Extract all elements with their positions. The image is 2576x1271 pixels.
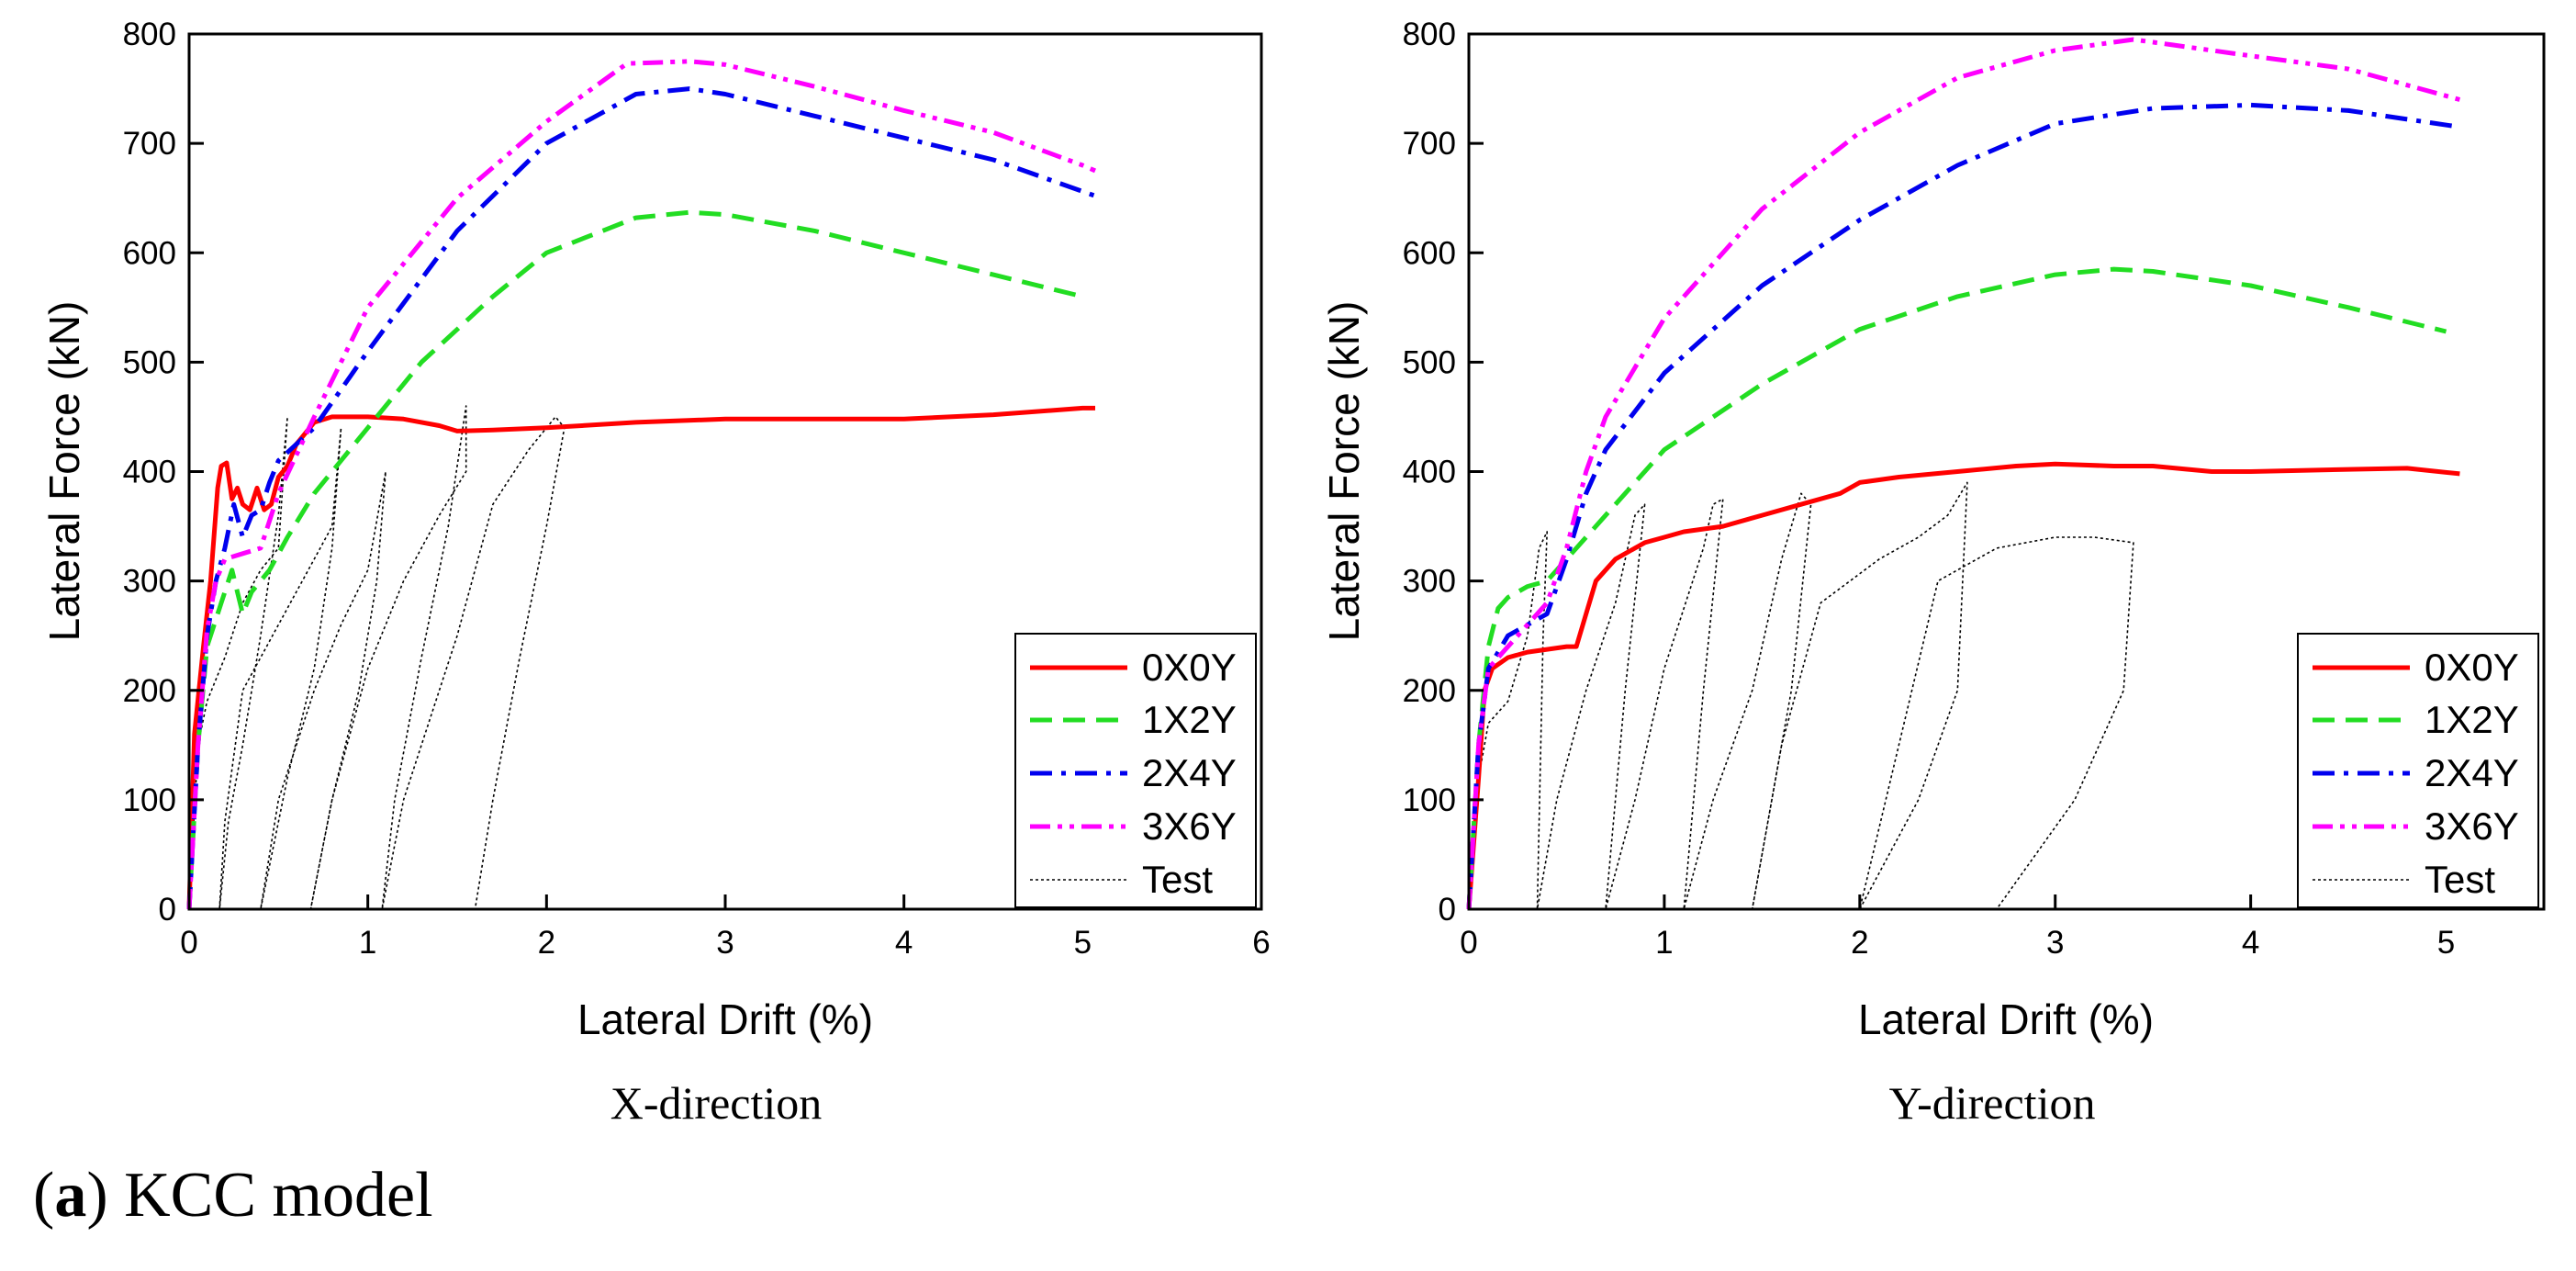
y-tick-label: 500	[123, 344, 176, 380]
x-tick-label: 4	[895, 925, 913, 961]
y-tick-label: 200	[1403, 673, 1456, 709]
y-tick-label: 0	[1439, 892, 1456, 928]
legend-label-3x6y: 3X6Y	[1142, 804, 1237, 848]
x-tick-label: 4	[2242, 925, 2259, 961]
series-line-test	[1468, 481, 2134, 910]
y-tick-label: 500	[1403, 344, 1456, 380]
y-tick-label: 200	[123, 673, 176, 709]
series-line-3x6y	[1466, 37, 2461, 910]
x-axis-title: Lateral Drift (%)	[577, 995, 873, 1043]
series-line-1x2y	[186, 209, 1083, 910]
series-line-0x0y	[1466, 461, 2460, 910]
y-tick-label: 0	[159, 892, 176, 928]
x-tick-label: 1	[1655, 925, 1673, 961]
y-tick-label: 800	[123, 17, 176, 52]
x-tick-label: 6	[1252, 925, 1270, 961]
legend-label-0x0y: 0X0Y	[1142, 646, 1237, 689]
legend: 0X0Y 1X2Y 2X4Y 3X6Y Test	[1014, 633, 1257, 908]
series-line-2x4y	[186, 86, 1096, 910]
series-line-3x6y	[186, 59, 1096, 910]
series-line-2x4y	[1466, 102, 2460, 910]
y-tick-label: 300	[123, 564, 176, 600]
x-tick-label: 3	[716, 925, 734, 961]
y-tick-label: 400	[123, 455, 176, 490]
legend-label-0x0y: 0X0Y	[2425, 646, 2519, 689]
y-tick-label: 300	[1403, 564, 1456, 600]
x-tick-label: 1	[359, 925, 376, 961]
x-tick-label: 2	[538, 925, 555, 961]
x-tick-label: 2	[1851, 925, 1868, 961]
legend-label-3x6y: 3X6Y	[2425, 804, 2519, 848]
panel-title: X-direction	[610, 1077, 822, 1129]
legend-label-1x2y: 1X2Y	[2425, 698, 2519, 741]
series-line-test	[188, 405, 566, 910]
series-line-1x2y	[1466, 266, 2447, 910]
y-tick-label: 600	[123, 235, 176, 271]
legend-label-1x2y: 1X2Y	[1142, 698, 1237, 741]
y-axis-title: Lateral Force (kN)	[1320, 301, 1368, 642]
x-tick-label: 5	[1074, 925, 1092, 961]
legend: 0X0Y 1X2Y 2X4Y 3X6Y Test	[2297, 633, 2539, 908]
legend-label-test: Test	[2425, 858, 2495, 901]
x-tick-label: 5	[2437, 925, 2455, 961]
x-tick-label: 0	[180, 925, 197, 961]
y-tick-label: 400	[1403, 455, 1456, 490]
caption-text: KCC model	[124, 1160, 433, 1231]
y-axis-title: Lateral Force (kN)	[40, 301, 88, 642]
x-tick-label: 3	[2046, 925, 2064, 961]
figure-caption: (a) KCC model	[33, 1160, 433, 1231]
series-line-0x0y	[186, 405, 1095, 910]
y-tick-label: 600	[1403, 235, 1456, 271]
legend-label-2x4y: 2X4Y	[1142, 751, 1237, 794]
legend-box	[2297, 633, 2539, 908]
chart-panel-x-direction: 0 1 2 3 4 5 6 0 100 200 300 400 500 600 700 800 Lateral…	[40, 17, 1271, 1129]
y-tick-label: 700	[123, 126, 176, 162]
chart-panel-y-direction: 0 1 2 3 4 5 0 100 200 300 400 500 600 700 800 Lateral …	[1320, 17, 2546, 1129]
legend-box	[1014, 633, 1257, 908]
legend-label-2x4y: 2X4Y	[2425, 751, 2519, 794]
caption-letter: a	[54, 1160, 87, 1231]
y-tick-label: 100	[123, 782, 176, 818]
legend-label-test: Test	[1142, 858, 1213, 901]
y-tick-label: 800	[1403, 17, 1456, 52]
x-axis-title: Lateral Drift (%)	[1858, 995, 2154, 1043]
panel-title: Y-direction	[1889, 1077, 2096, 1129]
x-tick-label: 0	[1460, 925, 1477, 961]
y-tick-label: 100	[1403, 782, 1456, 818]
y-tick-label: 700	[1403, 126, 1456, 162]
